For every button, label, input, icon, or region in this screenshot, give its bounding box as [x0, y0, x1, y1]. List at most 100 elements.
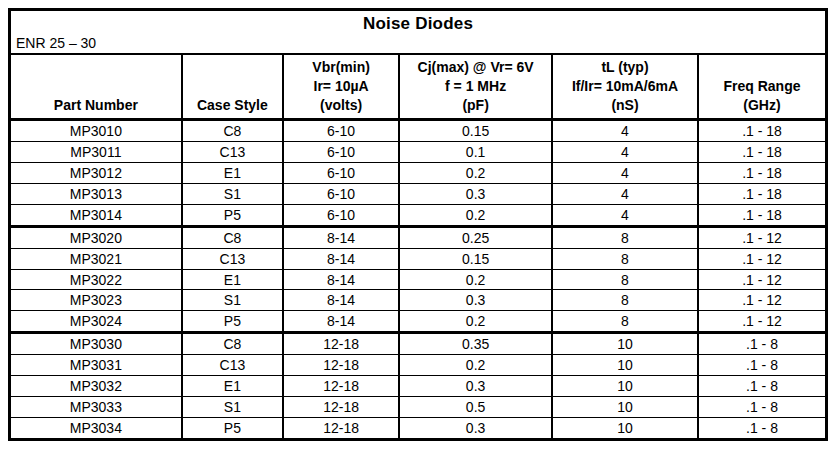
part-number-cell: MP3014: [11, 204, 182, 226]
vbr-min-cell: 6-10: [283, 183, 399, 204]
column-header-freq-range: Freq Range(GHz): [698, 55, 825, 120]
noise-diodes-datasheet-table: Noise Diodes ENR 25 – 30 Part NumberCase…: [8, 8, 828, 441]
freq-range-cell: .1 - 18: [698, 204, 825, 226]
column-header-cj-max: Cj(max) @ Vr= 6Vf = 1 MHz(pF): [399, 55, 552, 120]
table-body: MP3010C86-100.154.1 - 18MP3011C136-100.1…: [11, 120, 825, 439]
case-style-cell: P5: [182, 204, 283, 226]
part-number-cell: MP3024: [11, 311, 182, 333]
cj-max-cell: 0.2: [399, 204, 552, 226]
vbr-min-cell: 8-14: [283, 226, 399, 248]
title-block: Noise Diodes ENR 25 – 30: [11, 11, 825, 55]
case-style-cell: C13: [182, 248, 283, 269]
cj-max-cell: 0.2: [399, 269, 552, 290]
column-header-line: (nS): [554, 96, 696, 115]
freq-range-cell: .1 - 8: [698, 397, 825, 418]
page: Noise Diodes ENR 25 – 30 Part NumberCase…: [0, 0, 836, 450]
part-number-cell: MP3033: [11, 397, 182, 418]
table-header: Part NumberCase StyleVbr(min)Ir= 10µA(vo…: [11, 55, 825, 120]
tl-typ-cell: 8: [552, 290, 698, 311]
part-number-cell: MP3010: [11, 120, 182, 142]
freq-range-cell: .1 - 8: [698, 376, 825, 397]
tl-typ-cell: 8: [552, 269, 698, 290]
column-header-line: Part Number: [12, 96, 180, 115]
vbr-min-cell: 12-18: [283, 333, 399, 355]
column-header-line: Freq Range: [700, 77, 824, 96]
vbr-min-cell: 12-18: [283, 397, 399, 418]
freq-range-cell: .1 - 12: [698, 290, 825, 311]
part-number-cell: MP3022: [11, 269, 182, 290]
column-header-vbr-min: Vbr(min)Ir= 10µA(volts): [283, 55, 399, 120]
enr-range-label: ENR 25 – 30: [16, 35, 96, 51]
freq-range-cell: .1 - 18: [698, 142, 825, 163]
cj-max-cell: 0.2: [399, 311, 552, 333]
case-style-cell: S1: [182, 290, 283, 311]
freq-range-cell: .1 - 8: [698, 333, 825, 355]
vbr-min-cell: 8-14: [283, 269, 399, 290]
table-row: MP3032E112-180.310.1 - 8: [11, 376, 825, 397]
tl-typ-cell: 8: [552, 311, 698, 333]
case-style-cell: C13: [182, 142, 283, 163]
cj-max-cell: 0.3: [399, 183, 552, 204]
case-style-cell: C13: [182, 355, 283, 376]
vbr-min-cell: 6-10: [283, 142, 399, 163]
cj-max-cell: 0.3: [399, 418, 552, 438]
tl-typ-cell: 4: [552, 204, 698, 226]
table-row: MP3033S112-180.510.1 - 8: [11, 397, 825, 418]
tl-typ-cell: 10: [552, 418, 698, 438]
freq-range-cell: .1 - 18: [698, 183, 825, 204]
spec-table: Part NumberCase StyleVbr(min)Ir= 10µA(vo…: [11, 55, 825, 438]
table-row: MP3014P56-100.24.1 - 18: [11, 204, 825, 226]
case-style-cell: S1: [182, 397, 283, 418]
vbr-min-cell: 6-10: [283, 204, 399, 226]
tl-typ-cell: 4: [552, 142, 698, 163]
tl-typ-cell: 10: [552, 355, 698, 376]
table-row: MP3020C88-140.258.1 - 12: [11, 226, 825, 248]
table-row: MP3010C86-100.154.1 - 18: [11, 120, 825, 142]
tl-typ-cell: 4: [552, 162, 698, 183]
column-header-line: (pF): [401, 96, 550, 115]
freq-range-cell: .1 - 8: [698, 355, 825, 376]
vbr-min-cell: 6-10: [283, 162, 399, 183]
vbr-min-cell: 8-14: [283, 248, 399, 269]
column-header-line: (volts): [285, 96, 397, 115]
cj-max-cell: 0.1: [399, 142, 552, 163]
vbr-min-cell: 12-18: [283, 355, 399, 376]
cj-max-cell: 0.2: [399, 355, 552, 376]
case-style-cell: E1: [182, 376, 283, 397]
tl-typ-cell: 10: [552, 333, 698, 355]
part-number-cell: MP3023: [11, 290, 182, 311]
freq-range-cell: .1 - 18: [698, 162, 825, 183]
vbr-min-cell: 8-14: [283, 311, 399, 333]
table-row: MP3023S18-140.38.1 - 12: [11, 290, 825, 311]
column-header-line: Vbr(min): [285, 58, 397, 77]
table-row: MP3012E16-100.24.1 - 18: [11, 162, 825, 183]
part-number-cell: MP3013: [11, 183, 182, 204]
part-number-cell: MP3012: [11, 162, 182, 183]
part-number-cell: MP3032: [11, 376, 182, 397]
vbr-min-cell: 12-18: [283, 418, 399, 438]
page-title: Noise Diodes: [11, 11, 825, 34]
freq-range-cell: .1 - 18: [698, 120, 825, 142]
cj-max-cell: 0.3: [399, 376, 552, 397]
table-row: MP3022E18-140.28.1 - 12: [11, 269, 825, 290]
tl-typ-cell: 8: [552, 226, 698, 248]
part-number-cell: MP3031: [11, 355, 182, 376]
part-number-cell: MP3030: [11, 333, 182, 355]
vbr-min-cell: 6-10: [283, 120, 399, 142]
table-row: MP3031C1312-180.210.1 - 8: [11, 355, 825, 376]
column-header-line: (GHz): [700, 96, 824, 115]
part-number-cell: MP3021: [11, 248, 182, 269]
vbr-min-cell: 12-18: [283, 376, 399, 397]
cj-max-cell: 0.15: [399, 120, 552, 142]
freq-range-cell: .1 - 8: [698, 418, 825, 438]
table-row: MP3013S16-100.34.1 - 18: [11, 183, 825, 204]
cj-max-cell: 0.2: [399, 162, 552, 183]
column-header-line: Case Style: [184, 96, 281, 115]
case-style-cell: C8: [182, 226, 283, 248]
freq-range-cell: .1 - 12: [698, 269, 825, 290]
cj-max-cell: 0.15: [399, 248, 552, 269]
header-row: Part NumberCase StyleVbr(min)Ir= 10µA(vo…: [11, 55, 825, 120]
tl-typ-cell: 10: [552, 397, 698, 418]
freq-range-cell: .1 - 12: [698, 248, 825, 269]
cj-max-cell: 0.3: [399, 290, 552, 311]
